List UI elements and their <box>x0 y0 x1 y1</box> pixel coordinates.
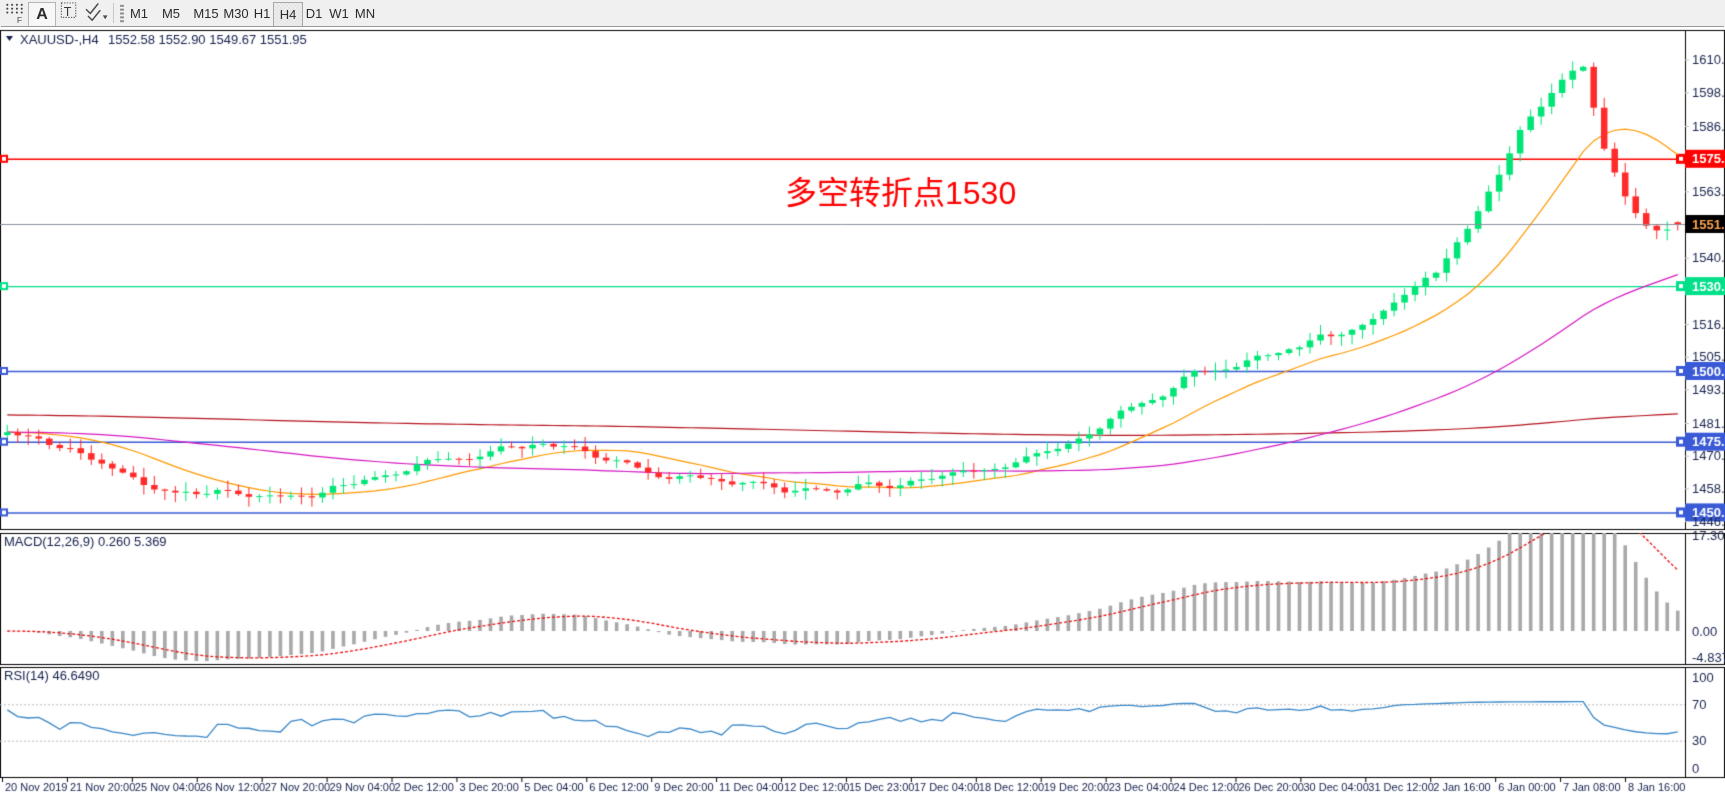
svg-text:T: T <box>64 5 72 19</box>
svg-text:F: F <box>17 15 22 25</box>
